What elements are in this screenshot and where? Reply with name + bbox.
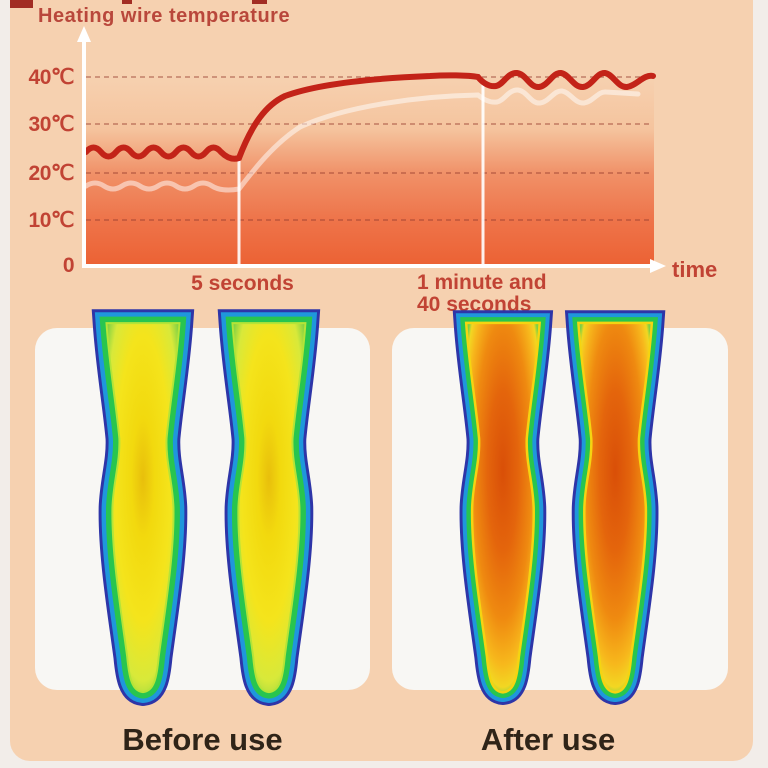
- thermal-image-before: [35, 328, 370, 702]
- x-annotation-1min40-line1: 1 minute and: [417, 271, 547, 294]
- after-leg-left: [467, 324, 538, 691]
- time-reference-lines: [237, 80, 485, 264]
- y-tick-20: 20℃: [28, 162, 75, 185]
- y-tick-30: 30℃: [28, 113, 75, 136]
- after-use-panel: [392, 328, 728, 690]
- before-leg-left: [108, 324, 179, 691]
- x-axis-arrow-icon: [650, 259, 666, 273]
- thermal-image-after: [392, 328, 728, 702]
- y-tick-10: 10℃: [28, 209, 75, 232]
- after-leg-right: [580, 324, 651, 691]
- before-use-panel: [35, 328, 370, 690]
- axes: [82, 38, 654, 268]
- x-axis-label: time: [672, 257, 718, 282]
- cropped-text-fragment: [122, 0, 132, 4]
- before-leg-right: [234, 324, 305, 691]
- gridlines: [86, 76, 652, 221]
- x-annotation-5-seconds: 5 seconds: [191, 272, 294, 295]
- cropped-text-fragment: [252, 0, 267, 4]
- y-tick-0: 0: [62, 254, 75, 277]
- y-axis-arrow-icon: [77, 26, 91, 42]
- temperature-curve: [83, 70, 656, 162]
- temperature-curve-shadow: [83, 87, 641, 193]
- y-tick-40: 40℃: [28, 66, 75, 89]
- after-use-label: After use: [480, 722, 616, 757]
- chart-title: Heating wire temperature: [38, 5, 291, 27]
- temperature-chart: [77, 26, 666, 273]
- before-use-label: Before use: [122, 722, 283, 757]
- x-annotation-1min40-line2: 40 seconds: [417, 293, 532, 317]
- cropped-text-fragment: [10, 0, 33, 8]
